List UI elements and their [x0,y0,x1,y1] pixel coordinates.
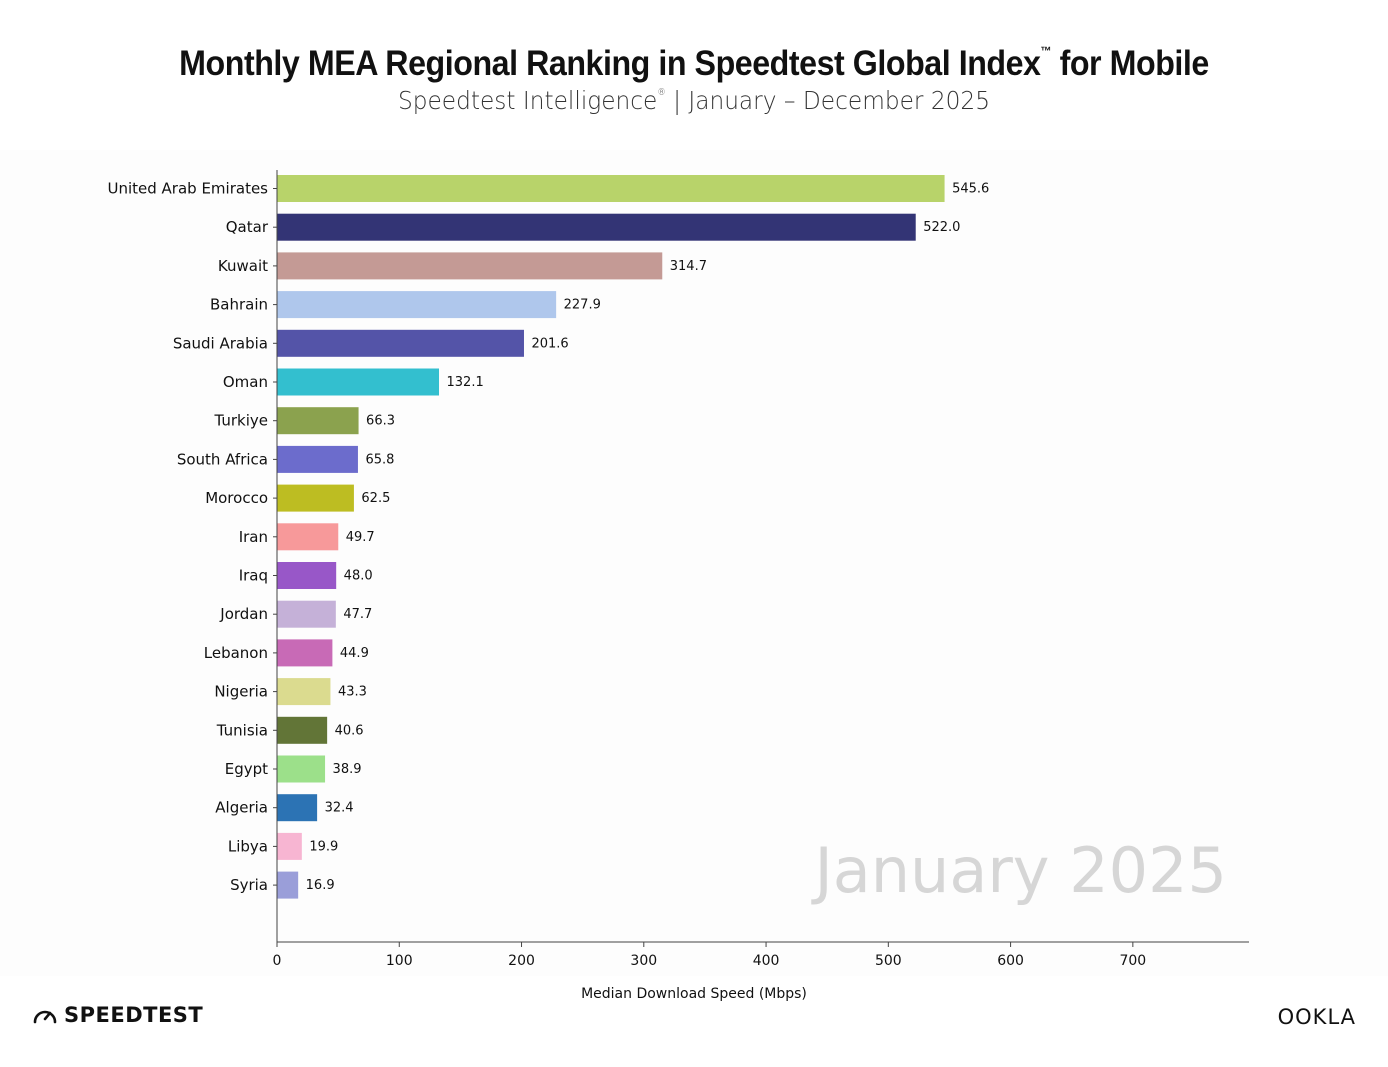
bar [277,484,354,512]
category-label: Bahrain [210,296,268,314]
bar [277,252,663,280]
chart-title: Monthly MEA Regional Ranking in Speedtes… [179,44,1209,83]
category-label: Saudi Arabia [173,334,268,352]
category-label: Algeria [215,799,268,817]
bar [277,445,358,473]
chart-header: Monthly MEA Regional Ranking in Speedtes… [0,44,1388,115]
category-label: Qatar [226,218,269,236]
category-label: Oman [223,373,268,391]
bar [277,523,339,551]
data-label: 16.9 [306,878,335,893]
bar [277,639,333,667]
category-label: Morocco [205,489,268,507]
category-label: Syria [230,876,268,894]
category-label: Egypt [225,760,268,778]
speedtest-logo: SPEEDTEST [32,1003,203,1027]
category-label: Iran [239,528,268,546]
category-label: Turkiye [213,412,268,430]
data-label: 43.3 [338,685,367,700]
data-label: 49.7 [346,530,375,545]
x-tick-label: 400 [753,953,780,969]
x-tick-label: 200 [508,953,535,969]
data-label: 47.7 [343,607,372,622]
data-label: 48.0 [344,569,373,584]
chart-subtitle: Speedtest Intelligence® | January – Dece… [397,86,991,115]
bar [277,832,302,860]
category-label: South Africa [177,450,268,468]
bar [277,291,557,319]
speedtest-wordmark: SPEEDTEST [64,1003,204,1027]
x-tick-label: 700 [1119,953,1146,969]
bar [277,562,337,589]
period-watermark: January 2025 [810,834,1227,907]
x-tick-label: 500 [875,953,902,969]
bar [277,213,916,241]
bar [277,368,440,396]
bar [277,678,331,706]
category-label: Lebanon [204,644,268,662]
data-label: 32.4 [325,801,354,816]
category-label: Libya [228,837,268,855]
ookla-logo: OOKLA [1277,1005,1356,1029]
category-label: Nigeria [214,683,268,701]
bar [277,755,326,783]
data-label: 62.5 [361,491,390,506]
bar [277,407,359,435]
data-label: 44.9 [340,646,369,661]
bar [277,175,945,202]
category-label: Kuwait [218,257,268,275]
x-axis-title: Median Download Speed (Mbps) [581,986,807,1002]
x-tick-label: 300 [630,953,657,969]
bar [277,794,318,822]
data-label: 19.9 [309,839,338,854]
category-label: Tunisia [216,721,268,739]
bar-chart: January 2025 0 100 200 300 400 500 600 700 United… [107,170,1249,969]
x-tick-label: 600 [997,953,1024,969]
chart-area: January 2025 0 100 200 300 400 500 600 700 United… [0,150,1388,976]
data-label: 545.6 [952,182,989,197]
data-label: 66.3 [366,414,395,429]
x-tick-label: 0 [273,953,282,969]
data-label: 40.6 [335,723,364,738]
bar [277,329,524,357]
bar [277,871,299,899]
category-label: Iraq [239,567,268,585]
speedometer-icon [33,1010,57,1024]
data-label: 132.1 [447,375,484,390]
x-tick-label: 100 [386,953,413,969]
data-label: 314.7 [670,259,707,274]
category-label: United Arab Emirates [107,180,268,198]
data-label: 227.9 [564,298,601,313]
bar [277,716,328,744]
data-label: 201.6 [531,336,568,351]
data-label: 38.9 [333,762,362,777]
category-label: Jordan [219,605,268,623]
data-label: 65.8 [365,452,394,467]
bar [277,600,336,628]
data-label: 522.0 [923,220,960,235]
